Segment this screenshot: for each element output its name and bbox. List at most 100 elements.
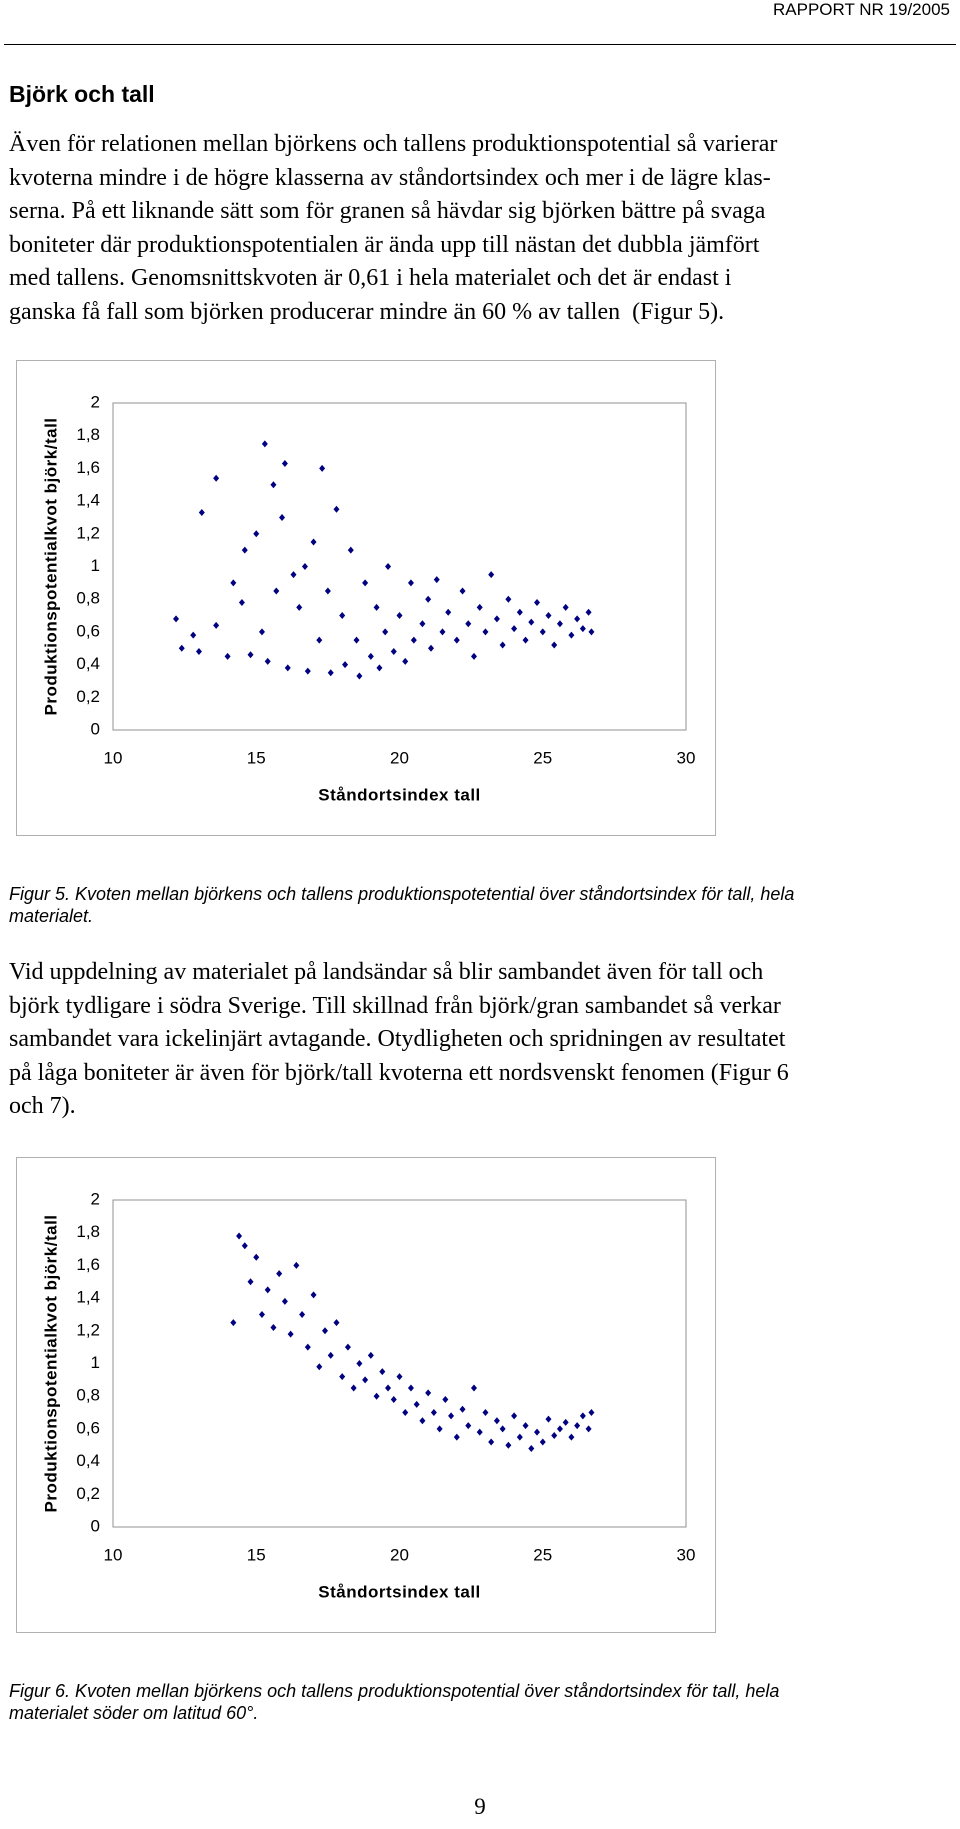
data-point <box>373 603 380 611</box>
data-point <box>362 579 369 587</box>
header-rule <box>4 44 956 45</box>
data-point <box>356 1360 363 1367</box>
data-point <box>279 513 286 521</box>
data-point <box>539 1438 546 1446</box>
section-heading: Björk och tall <box>9 81 155 107</box>
text-line: ganska få fall som björken producerar mi… <box>9 298 725 325</box>
data-point <box>356 672 363 680</box>
data-point <box>373 1392 380 1400</box>
data-point <box>419 620 426 628</box>
data-point <box>459 1405 466 1413</box>
x-tick-label: 15 <box>247 1545 266 1564</box>
data-point <box>465 1422 472 1430</box>
data-point <box>448 1412 455 1420</box>
data-point <box>241 1242 248 1250</box>
data-point <box>390 1395 397 1403</box>
text-line: Även för relationen mellan björkens och … <box>9 131 778 157</box>
data-point <box>410 636 417 644</box>
data-point <box>293 1261 300 1269</box>
y-tick-label: 1,4 <box>76 1288 100 1307</box>
data-point <box>551 1431 558 1439</box>
data-point <box>528 618 535 626</box>
data-point <box>190 631 197 639</box>
data-point <box>522 636 529 644</box>
data-point <box>568 631 575 639</box>
data-point <box>264 657 271 665</box>
data-point <box>402 1409 409 1417</box>
y-tick-label: 0 <box>91 719 100 738</box>
y-tick-label: 0,6 <box>76 621 100 640</box>
data-point <box>258 628 265 636</box>
data-point <box>419 1417 426 1425</box>
data-point <box>213 474 220 482</box>
running-header: RAPPORT NR 19/2005 <box>772 0 950 19</box>
data-point <box>270 481 277 489</box>
x-tick-label: 10 <box>104 748 123 767</box>
data-point <box>396 612 403 620</box>
text-line: på låga boniteter är även för björk/tall… <box>9 1059 789 1086</box>
y-tick-label: 0,2 <box>76 1484 100 1503</box>
data-point <box>425 595 432 603</box>
data-point <box>425 1389 432 1397</box>
y-tick-label: 2 <box>91 392 100 411</box>
text-line: Vid uppdelning av materialet på landsänd… <box>9 959 764 985</box>
data-point <box>551 641 558 649</box>
data-point <box>344 1343 351 1351</box>
data-point <box>505 1441 512 1449</box>
data-point <box>258 1310 265 1318</box>
y-tick-label: 1,2 <box>76 523 100 542</box>
data-point <box>247 1278 254 1286</box>
data-point <box>310 1291 317 1299</box>
data-point <box>264 1286 271 1294</box>
data-point <box>342 661 349 669</box>
data-point <box>465 620 472 628</box>
data-point <box>339 1373 346 1381</box>
data-point <box>407 579 414 587</box>
data-point <box>413 1400 420 1408</box>
data-point <box>442 1395 449 1403</box>
data-point <box>482 628 489 636</box>
data-point <box>339 612 346 620</box>
data-point <box>310 538 317 546</box>
figure-caption: Figur 5. Kvoten mellan björkens och tall… <box>9 883 794 927</box>
data-point <box>173 615 180 623</box>
data-point <box>253 530 260 538</box>
data-point <box>585 1425 592 1433</box>
data-point <box>499 641 506 649</box>
text-line: boniteter där produktionspotentialen är … <box>9 231 760 258</box>
data-point <box>493 615 500 623</box>
data-point <box>376 664 383 672</box>
data-point <box>284 664 291 672</box>
x-axis-title: Ståndortsindex tall <box>318 1582 481 1601</box>
y-tick-label: 1 <box>91 556 100 575</box>
x-tick-label: 30 <box>677 1545 696 1564</box>
data-point <box>511 625 518 633</box>
chart: 0 0,2 0,4 0,6 0,8 1 1,2 1,4 1,6 1,8 2 10 15 20 25 30 Stå… <box>16 360 716 836</box>
data-point <box>436 1425 443 1433</box>
text-line: och 7). <box>9 1093 76 1120</box>
data-point <box>322 1327 329 1335</box>
data-point <box>539 628 546 636</box>
x-tick-label: 25 <box>533 748 552 767</box>
data-point <box>428 644 435 652</box>
y-tick-label: 1,2 <box>76 1320 100 1339</box>
plot-area <box>112 1199 687 1528</box>
data-point <box>453 636 460 644</box>
data-point <box>493 1417 500 1425</box>
data-point <box>281 1297 288 1305</box>
data-point <box>304 667 311 675</box>
text-line: sambandet vara ickelinjärt avtagande. Ot… <box>9 1026 786 1053</box>
data-point <box>522 1422 529 1430</box>
text-line: björk tydligare i södra Sverige. Till sk… <box>9 992 781 1019</box>
data-point <box>407 1384 414 1392</box>
data-point <box>396 1373 403 1381</box>
data-point <box>213 621 220 629</box>
data-point <box>430 1409 437 1417</box>
data-point <box>367 1351 374 1359</box>
data-point <box>588 1409 595 1417</box>
data-point <box>276 1270 283 1278</box>
data-point <box>402 657 409 665</box>
data-point <box>290 571 297 579</box>
y-tick-label: 0,4 <box>76 1451 100 1470</box>
data-point <box>488 1438 495 1446</box>
